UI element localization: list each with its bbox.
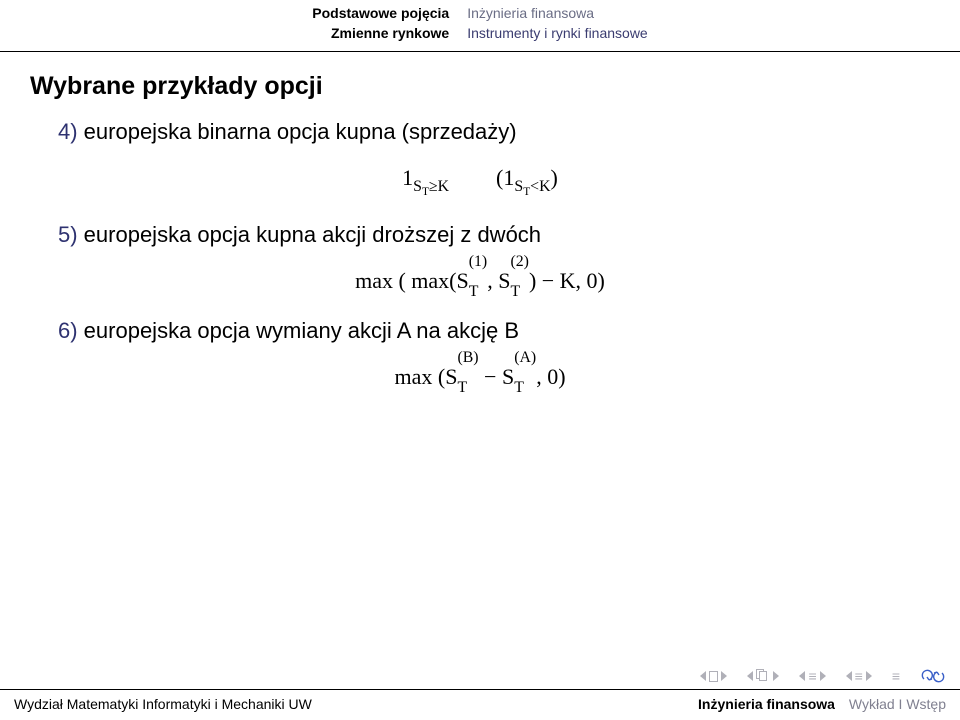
nav-summary-icon[interactable]: ≡ xyxy=(892,671,900,681)
f1-left-1: 1 xyxy=(402,165,413,190)
item-4-number: 4) xyxy=(58,119,78,144)
item-6-text: europejska opcja wymiany akcji A na akcj… xyxy=(78,318,519,343)
f1-left-sub: ST≥K xyxy=(413,178,449,195)
nav-presentation[interactable]: ≡ xyxy=(846,671,872,681)
f2-mid: , S xyxy=(487,268,510,293)
nav-frame[interactable] xyxy=(700,671,727,682)
f3-post: , 0) xyxy=(536,364,565,389)
header-right-line1: Inżynieria finansowa xyxy=(467,4,648,24)
footer-left: Wydział Matematyki Informatyki i Mechani… xyxy=(14,696,312,712)
f2-post: ) − K, 0) xyxy=(529,268,605,293)
f1-right-open: (1 xyxy=(496,165,514,190)
f3-mid: − S xyxy=(479,364,515,389)
nav-section[interactable]: ≡ xyxy=(799,671,825,681)
header-right: Inżynieria finansowa Instrumenty i rynki… xyxy=(467,4,648,43)
item-4-text: europejska binarna opcja kupna (sprzedaż… xyxy=(78,119,517,144)
f3-pre: max (S xyxy=(394,364,457,389)
formula-2: max ( max(S(1)T(1), S(2)T(2)) − K, 0) xyxy=(30,268,930,294)
header-right-line2: Instrumenty i rynki finansowe xyxy=(467,24,648,44)
slide-footer: ≡ ≡ ≡ Wydział Matematyki Informatyki i M… xyxy=(0,665,960,720)
f3-s1: (B)T(B) xyxy=(457,364,478,390)
nav-controls: ≡ ≡ ≡ xyxy=(0,665,960,689)
slide-header: Podstawowe pojęcia Zmienne rynkowe Inżyn… xyxy=(0,0,960,51)
item-5-text: europejska opcja kupna akcji droższej z … xyxy=(78,222,541,247)
f1-right-close: ) xyxy=(551,165,558,190)
nav-loop[interactable] xyxy=(920,669,946,683)
f2-s1: (1)T(1) xyxy=(469,268,487,294)
slide-title: Wybrane przykłady opcji xyxy=(30,72,930,101)
item-5-number: 5) xyxy=(58,222,78,247)
item-6: 6) europejska opcja wymiany akcji A na a… xyxy=(58,318,930,344)
header-left: Podstawowe pojęcia Zmienne rynkowe xyxy=(312,4,467,43)
slide-body: Wybrane przykłady opcji 4) europejska bi… xyxy=(0,52,960,390)
formula-1: 1ST≥K (1ST<K) xyxy=(30,165,930,198)
item-4: 4) europejska binarna opcja kupna (sprze… xyxy=(58,119,930,145)
item-5: 5) europejska opcja kupna akcji droższej… xyxy=(58,222,930,248)
footer-right-b: Wykład I Wstęp xyxy=(839,696,946,712)
f2-pre: max ( max(S xyxy=(355,268,469,293)
header-left-line1: Podstawowe pojęcia xyxy=(312,4,449,24)
footer-right: Inżynieria finansowa Wykład I Wstęp xyxy=(698,696,946,712)
f1-right-sub: ST<K xyxy=(514,178,550,195)
header-left-line2: Zmienne rynkowe xyxy=(312,24,449,44)
formula-3: max (S(B)T(B) − S(A)T(A), 0) xyxy=(30,364,930,390)
f2-s2: (2)T(2) xyxy=(510,268,528,294)
footer-line: Wydział Matematyki Informatyki i Mechani… xyxy=(0,690,960,720)
f3-s2: (A)T(A) xyxy=(514,364,536,390)
footer-right-a: Inżynieria finansowa xyxy=(698,696,835,712)
item-6-number: 6) xyxy=(58,318,78,343)
nav-subsection[interactable] xyxy=(747,669,779,683)
